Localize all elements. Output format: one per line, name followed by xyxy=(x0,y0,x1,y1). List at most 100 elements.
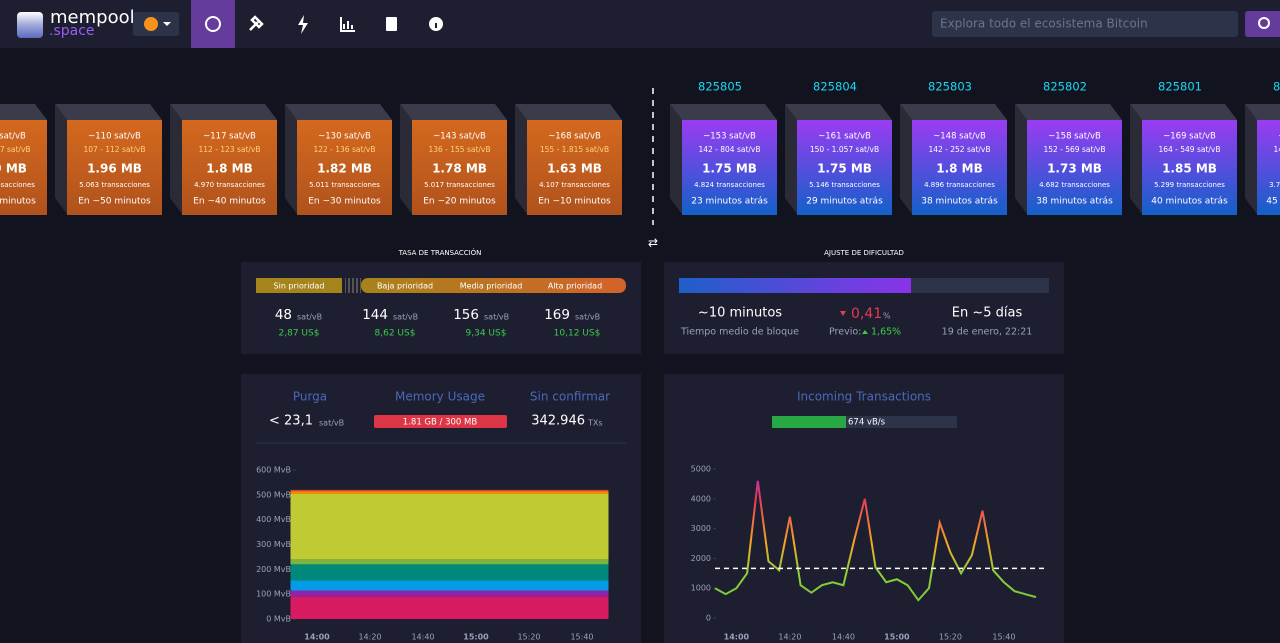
block-front xyxy=(527,120,622,215)
nav-mining-icon[interactable] xyxy=(249,15,264,31)
nav-dashboard-icon[interactable] xyxy=(205,16,221,32)
nav-lightning-icon[interactable] xyxy=(298,15,308,34)
block-time-label: Tiempo medio de bloque xyxy=(680,327,799,338)
block-fee: ~169 sat/vB xyxy=(1163,132,1216,142)
x-tick-label: 15:40 xyxy=(992,633,1015,642)
nav-graphs-icon[interactable] xyxy=(340,17,355,32)
block-side xyxy=(170,104,182,214)
block-fee-range: 100 - 107 sat/vB xyxy=(0,145,31,154)
block-side xyxy=(285,104,297,214)
block-side xyxy=(785,104,797,214)
block-tx-count: 4.970 transacciones xyxy=(194,181,265,189)
x-tick-label: 15:20 xyxy=(517,633,540,642)
block-height: 825801 xyxy=(1158,80,1202,94)
block-time: 40 minutos atrás xyxy=(1151,197,1228,207)
fee-level-label: Baja prioridad xyxy=(377,282,433,291)
block-top xyxy=(285,104,392,120)
block-front xyxy=(182,120,277,215)
block-fee: ~148 sat/vB xyxy=(933,132,986,142)
block-fee: ~168 sat/vB xyxy=(548,132,601,142)
retarget-date: 19 de enero, 22:21 xyxy=(942,327,1033,338)
y-tick-label: 200 MvB xyxy=(256,565,291,574)
y-tick-label: 600 MvB xyxy=(256,466,291,475)
block-front xyxy=(912,120,1007,215)
purge-value: < 23,1 xyxy=(269,414,313,429)
block-front xyxy=(682,120,777,215)
block-fee: ~158 sat/vB xyxy=(1048,132,1101,142)
block-front xyxy=(1142,120,1237,215)
nav-active-tab[interactable] xyxy=(191,0,235,48)
y-tick-label: 5000 xyxy=(691,465,711,474)
fee-usd: 9,34 US$ xyxy=(466,329,507,339)
block-top xyxy=(0,104,47,120)
block-time: En ~60 minutos xyxy=(0,197,36,207)
block-front xyxy=(412,120,507,215)
block-fee-range: 164 - 549 sat/vB xyxy=(1158,145,1220,154)
fees-title: TASA DE TRANSACCIÓN xyxy=(398,248,482,257)
block-top xyxy=(1015,104,1122,120)
area-layer xyxy=(290,559,609,565)
block-time: 38 minutos atrás xyxy=(921,197,998,207)
incoming-line xyxy=(714,480,1037,602)
block-size: 1.85 MB xyxy=(1162,162,1217,176)
x-tick-label: 15:00 xyxy=(463,633,489,642)
block-size: 1.82 MB xyxy=(317,162,372,176)
purge-unit: sat/vB xyxy=(319,419,344,428)
block-top xyxy=(1245,104,1280,120)
block-tx-count: 3.712 transacciones xyxy=(1269,181,1280,189)
block-size: 1.8 MB xyxy=(936,162,983,176)
search-placeholder: Explora todo el ecosistema Bitcoin xyxy=(940,17,1148,31)
fee-value: 169 xyxy=(544,307,570,323)
difficulty-change: 0,41 xyxy=(851,306,882,322)
search-input[interactable] xyxy=(932,11,1238,37)
area-layer xyxy=(290,489,609,492)
retarget-eta: En ~5 días xyxy=(952,306,1023,321)
block-size: 1.73 MB xyxy=(1047,162,1102,176)
x-tick-label: 14:20 xyxy=(778,633,801,642)
fees-card xyxy=(241,262,641,354)
area-layer xyxy=(290,580,609,591)
x-tick-label: 14:40 xyxy=(832,633,855,642)
x-tick-label: 15:20 xyxy=(939,633,962,642)
incoming-fill xyxy=(772,416,846,428)
y-tick-label: 400 MvB xyxy=(256,515,291,524)
block-time: En ~20 minutos xyxy=(423,197,496,207)
block-fee: ~130 sat/vB xyxy=(318,132,371,142)
block-fee-range: 112 - 123 sat/vB xyxy=(198,145,260,154)
block-side xyxy=(1130,104,1142,214)
block-tx-count: 5.063 transacciones xyxy=(79,181,150,189)
fee-level-label: Sin prioridad xyxy=(274,282,325,291)
memory-value: 1.81 GB / 300 MB xyxy=(403,418,478,428)
y-tick-label: 0 MvB xyxy=(266,615,291,624)
block-fee-range: 145 - 700 sat/vB xyxy=(1273,145,1280,154)
block-side xyxy=(900,104,912,214)
memory-bar xyxy=(374,415,507,428)
block-size: 1.75 MB xyxy=(817,162,872,176)
purge-label: Purga xyxy=(293,390,327,404)
block-tx-count: 4.682 transacciones xyxy=(1039,181,1110,189)
bitcoin-icon xyxy=(144,17,158,31)
search-button[interactable] xyxy=(1245,11,1280,37)
fee-unit: sat/vB xyxy=(484,313,509,322)
block-front xyxy=(1027,120,1122,215)
switch-arrows[interactable]: ⇄ xyxy=(648,236,658,250)
block-front xyxy=(67,120,162,215)
block-top xyxy=(1130,104,1237,120)
block-fee-range: 142 - 252 sat/vB xyxy=(928,145,990,154)
block-tx-count: 5.299 transacciones xyxy=(1154,181,1225,189)
y-tick-label: 3000 xyxy=(691,524,711,533)
block-top xyxy=(55,104,162,120)
fee-bar-gap xyxy=(345,278,361,293)
y-tick-label: 1000 xyxy=(691,584,711,593)
logo-icon[interactable] xyxy=(17,12,43,38)
block-height: 825803 xyxy=(928,80,972,94)
logo-text[interactable]: mempool xyxy=(50,7,135,28)
block-side xyxy=(515,104,527,214)
nav-docs-icon[interactable] xyxy=(386,17,397,31)
logo-subtext[interactable]: .space xyxy=(49,23,95,39)
previous-label: Previo: xyxy=(829,327,861,338)
block-height: 825802 xyxy=(1043,80,1087,94)
block-top xyxy=(400,104,507,120)
x-tick-label: 15:40 xyxy=(570,633,593,642)
